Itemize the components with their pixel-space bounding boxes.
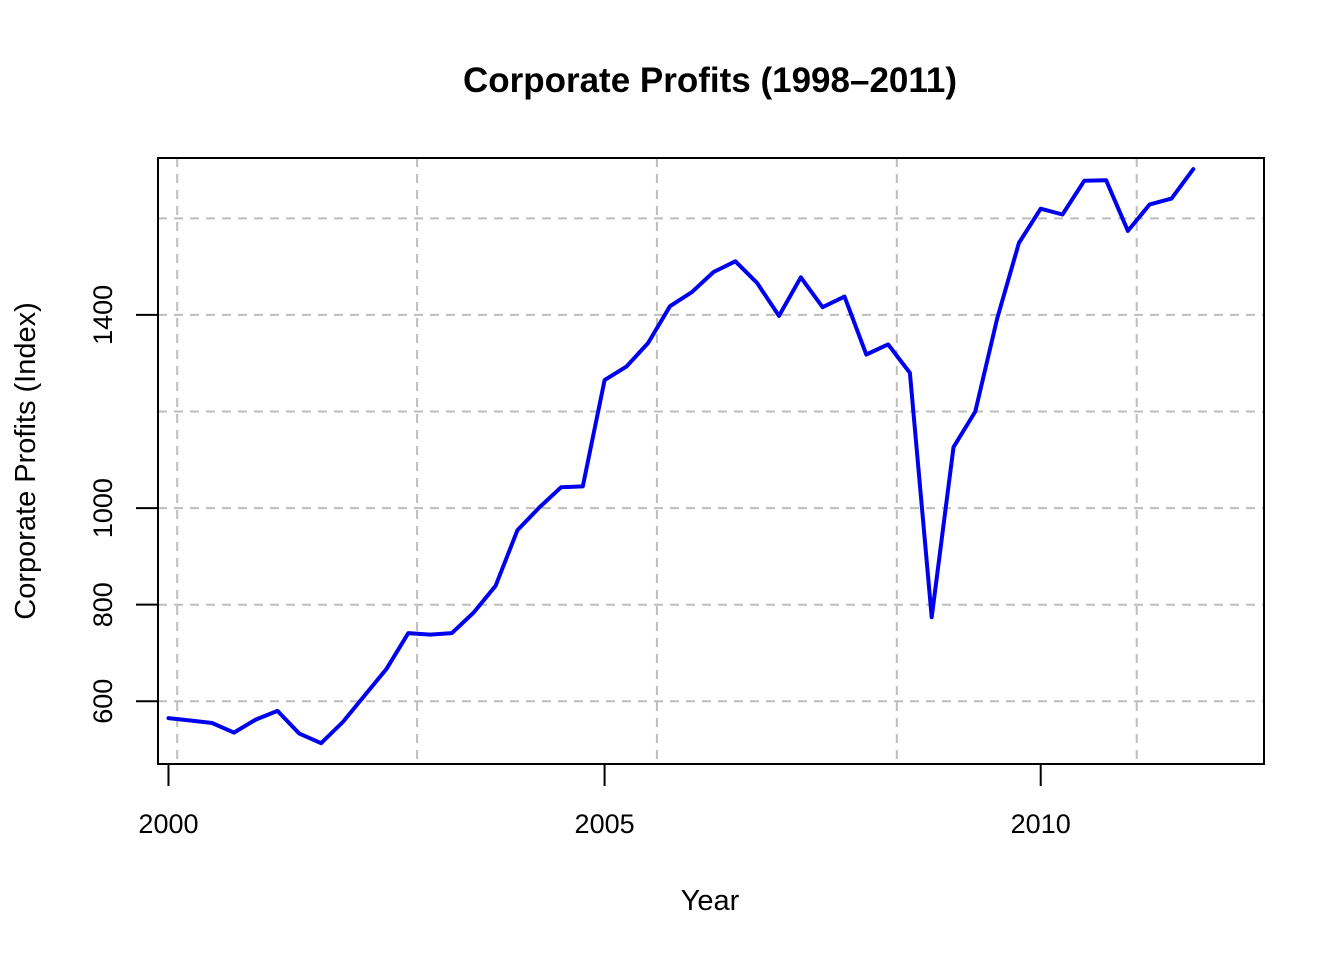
grid-lines bbox=[158, 158, 1264, 764]
y-tick-label: 1400 bbox=[88, 285, 118, 345]
y-tick-label: 1000 bbox=[88, 478, 118, 538]
x-tick-label: 2005 bbox=[575, 809, 635, 839]
y-tick-label: 800 bbox=[88, 582, 118, 627]
x-tick-label: 2010 bbox=[1011, 809, 1071, 839]
plot-frame bbox=[157, 157, 1265, 765]
x-tick-label: 2000 bbox=[138, 809, 198, 839]
y-axis: 600 800 1000 1400 bbox=[88, 285, 158, 724]
data-series bbox=[166, 167, 1196, 746]
x-axis: 2000 2005 2010 bbox=[138, 763, 1071, 839]
x-axis-label: Year bbox=[681, 885, 740, 917]
series-line bbox=[166, 167, 1196, 746]
y-axis-label: Corporate Profits (Index) bbox=[10, 302, 42, 620]
y-tick-label: 600 bbox=[88, 679, 118, 724]
chart-title: Corporate Profits (1998–2011) bbox=[463, 61, 957, 100]
